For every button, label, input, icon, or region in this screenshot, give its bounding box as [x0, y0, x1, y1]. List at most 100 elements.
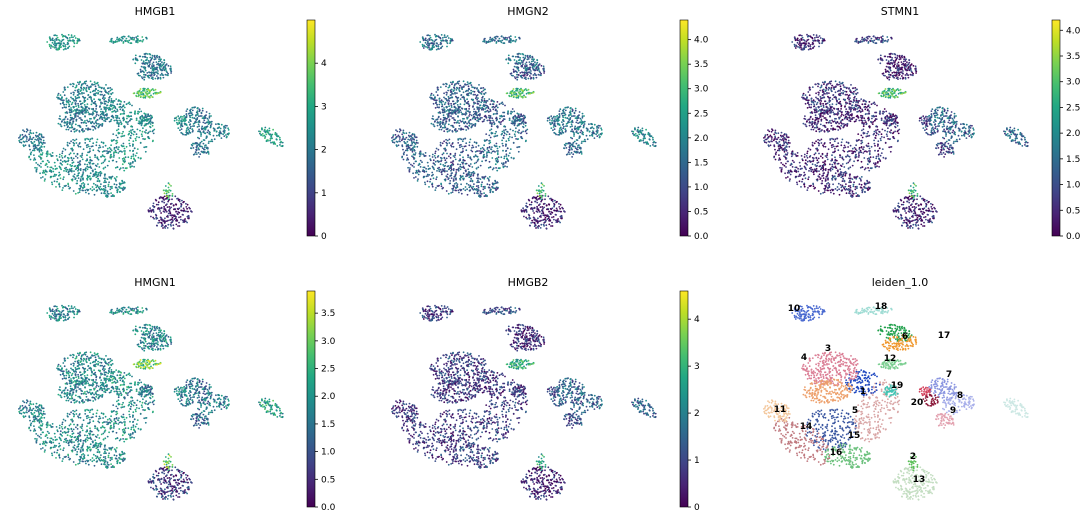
cell-point	[440, 169, 442, 171]
cell-point	[514, 59, 516, 61]
cell-point	[107, 87, 109, 89]
cell-point	[42, 152, 44, 154]
cell-point	[116, 109, 118, 111]
cell-point	[466, 93, 468, 95]
cell-point	[470, 119, 472, 121]
cell-point	[472, 87, 474, 89]
cell-point	[86, 154, 88, 156]
cell-point	[398, 144, 400, 146]
cell-point	[490, 166, 492, 168]
cell-point	[469, 112, 471, 114]
cell-point	[189, 123, 191, 125]
cell-point	[450, 94, 452, 96]
cell-point	[130, 129, 132, 131]
umap-panel-hmgb1: HMGB1 01234	[18, 5, 327, 242]
cell-point	[104, 175, 106, 177]
cell-point	[533, 92, 535, 94]
cell-point	[133, 58, 135, 60]
cell-point	[163, 202, 165, 204]
cell-point	[502, 143, 504, 145]
cell-point	[45, 174, 47, 176]
cell-point	[481, 160, 483, 162]
cell-point	[71, 98, 73, 100]
cell-point	[483, 93, 485, 95]
cell-point	[67, 42, 69, 44]
cell-point	[157, 208, 159, 210]
cell-point	[446, 153, 448, 155]
cell-point	[204, 146, 206, 148]
cell-point	[164, 196, 166, 198]
cell-point	[83, 97, 85, 99]
cell-point	[492, 187, 494, 189]
cell-point	[198, 138, 200, 140]
cell-point	[87, 190, 89, 192]
cell-point	[174, 120, 176, 122]
cell-point	[484, 176, 486, 178]
cell-point	[208, 119, 210, 121]
cell-point	[497, 101, 499, 103]
cell-point	[105, 181, 107, 183]
cell-point	[59, 186, 61, 188]
cell-point	[395, 129, 397, 131]
cell-point	[509, 118, 511, 120]
cell-point	[470, 174, 472, 176]
cell-point	[50, 176, 52, 178]
cell-point	[528, 217, 530, 219]
cell-point	[260, 134, 262, 136]
cell-point	[507, 131, 509, 133]
cell-point	[112, 92, 114, 94]
cell-point	[438, 46, 440, 48]
cell-point	[26, 138, 28, 140]
cell-point	[155, 215, 157, 217]
cell-point	[485, 160, 487, 162]
cell-point	[431, 118, 433, 120]
cell-point	[465, 91, 467, 93]
cell-point	[102, 146, 104, 148]
cell-point	[415, 143, 417, 145]
cell-point	[503, 112, 505, 114]
cell-point	[61, 41, 63, 43]
cell-point	[460, 179, 462, 181]
cell-point	[476, 88, 478, 90]
cell-point	[436, 170, 438, 172]
cell-point	[197, 110, 199, 112]
cell-point	[109, 151, 111, 153]
cell-point	[470, 163, 472, 165]
cell-point	[37, 145, 39, 147]
cell-point	[259, 133, 261, 135]
cell-point	[494, 133, 496, 135]
cell-point	[98, 84, 100, 86]
cell-point	[466, 188, 468, 190]
cell-point	[496, 143, 498, 145]
cell-point	[165, 64, 167, 66]
cell-point	[142, 131, 144, 133]
cell-point	[186, 132, 188, 134]
cell-point	[77, 89, 79, 91]
cell-point	[105, 84, 107, 86]
cell-point	[107, 190, 109, 192]
cell-point	[526, 203, 528, 205]
cell-point	[513, 111, 515, 113]
cell-point	[166, 70, 168, 72]
cell-point	[112, 111, 114, 113]
cell-point	[130, 167, 132, 169]
cell-point	[452, 189, 454, 191]
cell-point	[189, 127, 191, 129]
cell-point	[570, 121, 572, 123]
cell-point	[177, 225, 179, 227]
cell-point	[70, 152, 72, 154]
cell-point	[507, 62, 509, 64]
cell-point	[515, 63, 517, 65]
cell-point	[470, 93, 472, 95]
cell-point	[506, 166, 508, 168]
cell-point	[52, 46, 54, 48]
cell-point	[111, 38, 113, 40]
cell-point	[103, 95, 105, 97]
cell-point	[512, 90, 514, 92]
cell-point	[571, 123, 573, 125]
cell-point	[118, 117, 120, 119]
cell-point	[76, 142, 78, 144]
cell-point	[468, 121, 470, 123]
cell-point	[211, 139, 213, 141]
cell-point	[177, 208, 179, 210]
